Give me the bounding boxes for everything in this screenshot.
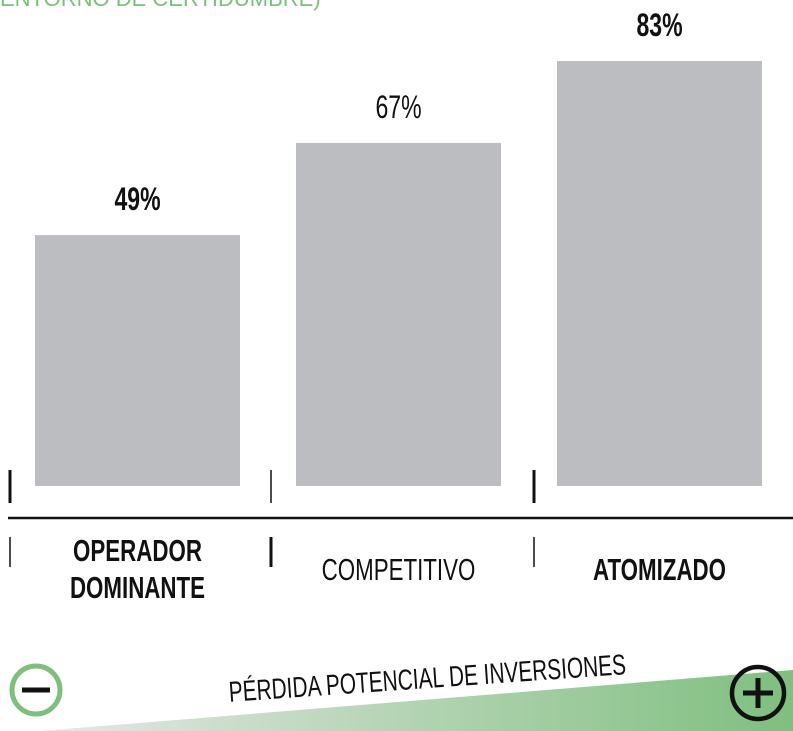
category-group: OPERADOR DOMINANTE: [70, 533, 205, 604]
value-label-group: 67%: [375, 89, 421, 125]
value-label-group: 83%: [636, 7, 682, 43]
minus-icon: [9, 663, 63, 717]
category-line: DOMINANTE: [70, 570, 205, 604]
category-label: ATOMIZADO: [593, 552, 726, 586]
category-label: OPERADOR DOMINANTE: [70, 533, 205, 604]
category-label: COMPETITIVO: [322, 552, 476, 586]
value-label-group: 49%: [114, 181, 160, 217]
value-label: 67%: [375, 89, 421, 125]
category-group: COMPETITIVO: [322, 552, 476, 586]
value-label: 49%: [114, 181, 160, 217]
wedge: [40, 670, 793, 731]
bar: [557, 61, 762, 486]
value-label: 83%: [636, 7, 682, 43]
plus-icon: [729, 664, 787, 722]
bar: [35, 235, 240, 486]
subtitle: ENTORNO DE CERTIDUMBRE): [0, 0, 321, 11]
bar: [296, 142, 501, 486]
category-line: OPERADOR: [73, 533, 202, 567]
category-group: ATOMIZADO: [593, 552, 726, 586]
